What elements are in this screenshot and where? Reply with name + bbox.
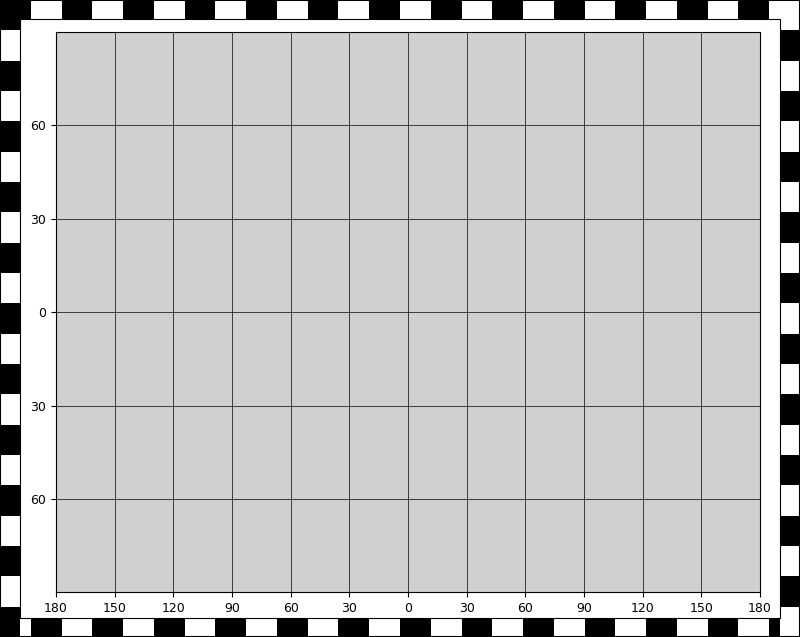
Bar <box>585 618 615 637</box>
Bar <box>370 0 400 19</box>
Bar <box>780 576 800 606</box>
Bar <box>708 618 738 637</box>
Bar <box>92 618 123 637</box>
Bar <box>780 121 800 152</box>
Bar <box>677 618 708 637</box>
Bar <box>780 425 800 455</box>
Bar <box>308 618 338 637</box>
Bar <box>0 31 20 61</box>
Bar <box>770 0 800 19</box>
Bar <box>780 546 800 576</box>
Bar <box>0 516 20 546</box>
Bar <box>430 0 462 19</box>
Bar <box>62 0 92 19</box>
Bar <box>462 618 492 637</box>
Bar <box>400 618 430 637</box>
Bar <box>0 91 20 121</box>
Bar <box>154 618 185 637</box>
Bar <box>246 618 277 637</box>
Bar <box>780 212 800 243</box>
Bar <box>708 0 738 19</box>
Bar <box>0 606 20 637</box>
Bar <box>0 273 20 303</box>
Bar <box>400 0 430 19</box>
Bar <box>615 618 646 637</box>
Bar <box>0 334 20 364</box>
Bar <box>462 0 492 19</box>
Bar <box>0 61 20 91</box>
Bar <box>0 576 20 606</box>
Bar <box>738 0 770 19</box>
Bar <box>0 152 20 182</box>
Bar <box>780 303 800 334</box>
Bar <box>646 618 677 637</box>
Bar <box>523 618 554 637</box>
Bar <box>615 0 646 19</box>
Bar <box>430 618 462 637</box>
Bar <box>0 394 20 425</box>
Bar <box>780 91 800 121</box>
Bar <box>780 516 800 546</box>
Bar <box>780 61 800 91</box>
Bar <box>154 0 185 19</box>
Bar <box>277 618 308 637</box>
Bar <box>277 0 308 19</box>
Bar <box>123 0 154 19</box>
Bar <box>738 618 770 637</box>
Bar <box>780 394 800 425</box>
Bar <box>677 0 708 19</box>
Bar <box>185 618 215 637</box>
Bar <box>215 0 246 19</box>
Bar <box>0 546 20 576</box>
Bar <box>780 364 800 394</box>
Bar <box>0 364 20 394</box>
Bar <box>308 0 338 19</box>
Bar <box>523 0 554 19</box>
Bar <box>770 618 800 637</box>
Bar <box>0 0 30 19</box>
Bar <box>0 485 20 516</box>
Bar <box>554 0 585 19</box>
Bar <box>92 0 123 19</box>
Bar <box>780 152 800 182</box>
Bar <box>492 0 523 19</box>
Bar <box>780 273 800 303</box>
Bar <box>780 455 800 485</box>
Bar <box>780 182 800 212</box>
Bar <box>215 618 246 637</box>
Bar <box>338 0 370 19</box>
Bar <box>338 618 370 637</box>
Bar <box>246 0 277 19</box>
Bar <box>0 212 20 243</box>
Bar <box>554 618 585 637</box>
Bar <box>0 303 20 334</box>
Bar <box>62 618 92 637</box>
Bar <box>30 0 62 19</box>
Bar <box>780 243 800 273</box>
Bar <box>780 0 800 31</box>
Bar <box>0 243 20 273</box>
Bar <box>0 455 20 485</box>
Bar <box>185 0 215 19</box>
Bar <box>492 618 523 637</box>
Bar <box>585 0 615 19</box>
Bar <box>0 121 20 152</box>
Bar <box>370 618 400 637</box>
Bar <box>0 425 20 455</box>
Bar <box>0 182 20 212</box>
Bar <box>780 606 800 637</box>
Bar <box>0 0 20 31</box>
Bar <box>0 618 30 637</box>
Bar <box>780 31 800 61</box>
Bar <box>646 0 677 19</box>
Bar <box>30 618 62 637</box>
Bar <box>780 334 800 364</box>
Bar <box>123 618 154 637</box>
Bar <box>780 485 800 516</box>
